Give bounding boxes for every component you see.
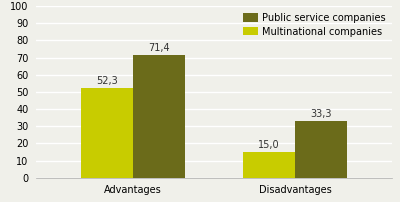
Bar — [295, 121, 347, 178]
Bar — [133, 55, 185, 178]
Bar — [81, 88, 133, 178]
Text: 52,3: 52,3 — [96, 76, 118, 86]
Text: 33,3: 33,3 — [310, 108, 332, 119]
Text: 71,4: 71,4 — [148, 43, 170, 53]
Bar — [243, 152, 295, 178]
Text: 15,0: 15,0 — [258, 140, 280, 150]
Legend: Public service companies, Multinational companies: Public service companies, Multinational … — [241, 11, 387, 39]
